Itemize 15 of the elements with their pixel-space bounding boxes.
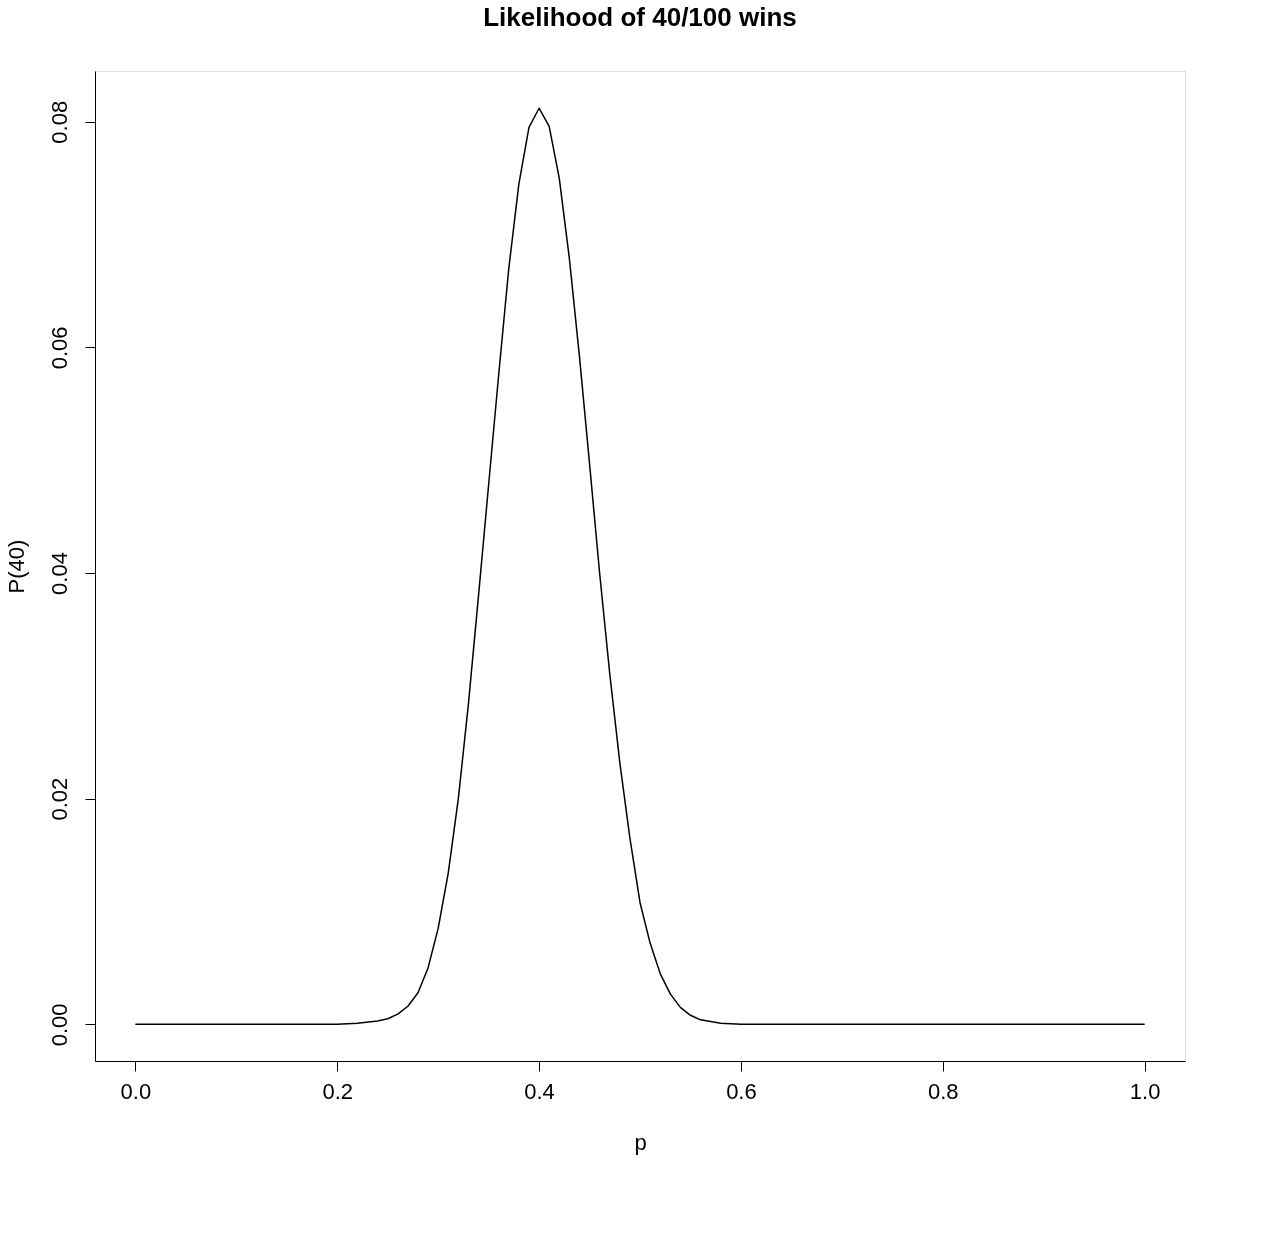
x-tick-label: 0.0 [120, 1078, 152, 1104]
chart-title: Likelihood of 40/100 wins [483, 2, 797, 32]
y-tick-label: 0.00 [46, 1003, 72, 1047]
y-tick-label: 0.06 [46, 326, 72, 370]
y-tick-label: 0.08 [46, 100, 72, 144]
x-axis-title: p [634, 1129, 647, 1155]
x-tick-label: 0.8 [927, 1078, 959, 1104]
x-tick-label: 0.4 [524, 1078, 555, 1104]
y-tick-label: 0.04 [46, 552, 72, 595]
x-tick-label: 1.0 [1129, 1078, 1161, 1104]
y-tick-label: 0.02 [46, 777, 72, 821]
y-axis-title: P(40) [3, 539, 29, 594]
line-series [134, 107, 1146, 1026]
x-tick-label: 0.6 [726, 1078, 757, 1104]
x-tick-label: 0.2 [322, 1078, 354, 1104]
